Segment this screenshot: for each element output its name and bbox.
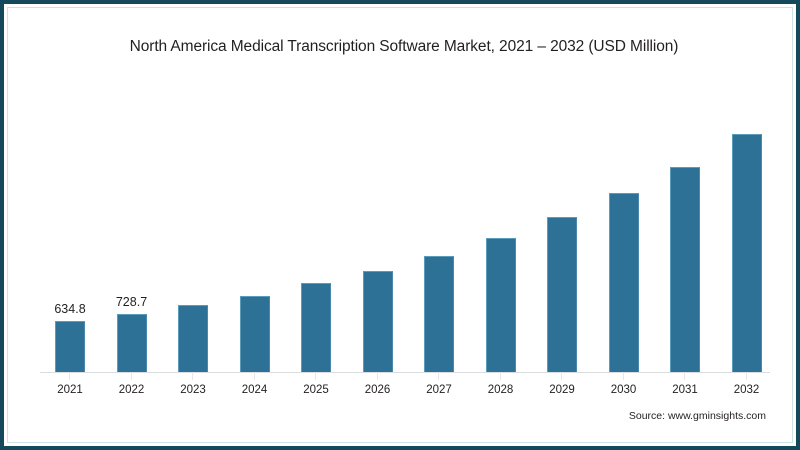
bar-2023[interactable] [178, 304, 208, 372]
x-tick-label-2024: 2024 [241, 384, 268, 396]
bar-2027[interactable] [424, 255, 454, 372]
bar-2032[interactable] [731, 133, 762, 372]
x-tick-mark [69, 372, 70, 380]
x-tick-mark [745, 372, 747, 380]
x-tick-label-2028: 2028 [487, 384, 514, 396]
x-tick-mark [622, 372, 624, 380]
x-tick-label-2025: 2025 [303, 384, 329, 396]
plot-area: 634.8 2021 728.7 2022 2023 2024 2025 2026 2027 20… [4, 4, 796, 446]
chart-title: North America Medical Transcription Soft… [129, 38, 679, 55]
x-tick-mark [130, 372, 132, 380]
bar-2028[interactable] [485, 237, 516, 372]
x-tick-label-2027: 2027 [426, 384, 452, 396]
bar-2031[interactable] [670, 166, 700, 372]
x-tick-mark [192, 372, 193, 380]
x-tick-label-2032: 2032 [733, 384, 760, 396]
x-tick-label-2029: 2029 [549, 384, 575, 396]
x-tick-label-2021: 2021 [57, 384, 83, 396]
bar-2024[interactable] [239, 295, 270, 372]
bar-2026[interactable] [362, 270, 393, 372]
bar-value-label-2022: 728.7 [115, 294, 148, 309]
bar-value-label-2021: 634.8 [54, 302, 86, 317]
x-axis-line [40, 372, 770, 373]
x-tick-label-2030: 2030 [610, 384, 637, 396]
x-tick-mark [376, 372, 378, 380]
bar-2022[interactable] [116, 313, 147, 372]
x-tick-label-2023: 2023 [180, 384, 206, 396]
x-tick-label-2031: 2031 [672, 384, 698, 396]
source-attribution: Source: www.gminsights.com [628, 410, 766, 422]
bar-2029[interactable] [547, 217, 577, 372]
bar-2021[interactable] [55, 321, 85, 372]
x-tick-mark [315, 372, 316, 380]
bar-2030[interactable] [608, 192, 639, 372]
x-tick-label-2022: 2022 [118, 384, 145, 396]
bar-2025[interactable] [301, 282, 331, 372]
x-tick-mark [253, 372, 255, 380]
x-tick-mark [561, 372, 562, 380]
x-tick-mark [438, 372, 439, 380]
x-tick-mark [684, 372, 685, 380]
x-tick-mark [499, 372, 501, 380]
x-tick-label-2026: 2026 [364, 384, 391, 396]
